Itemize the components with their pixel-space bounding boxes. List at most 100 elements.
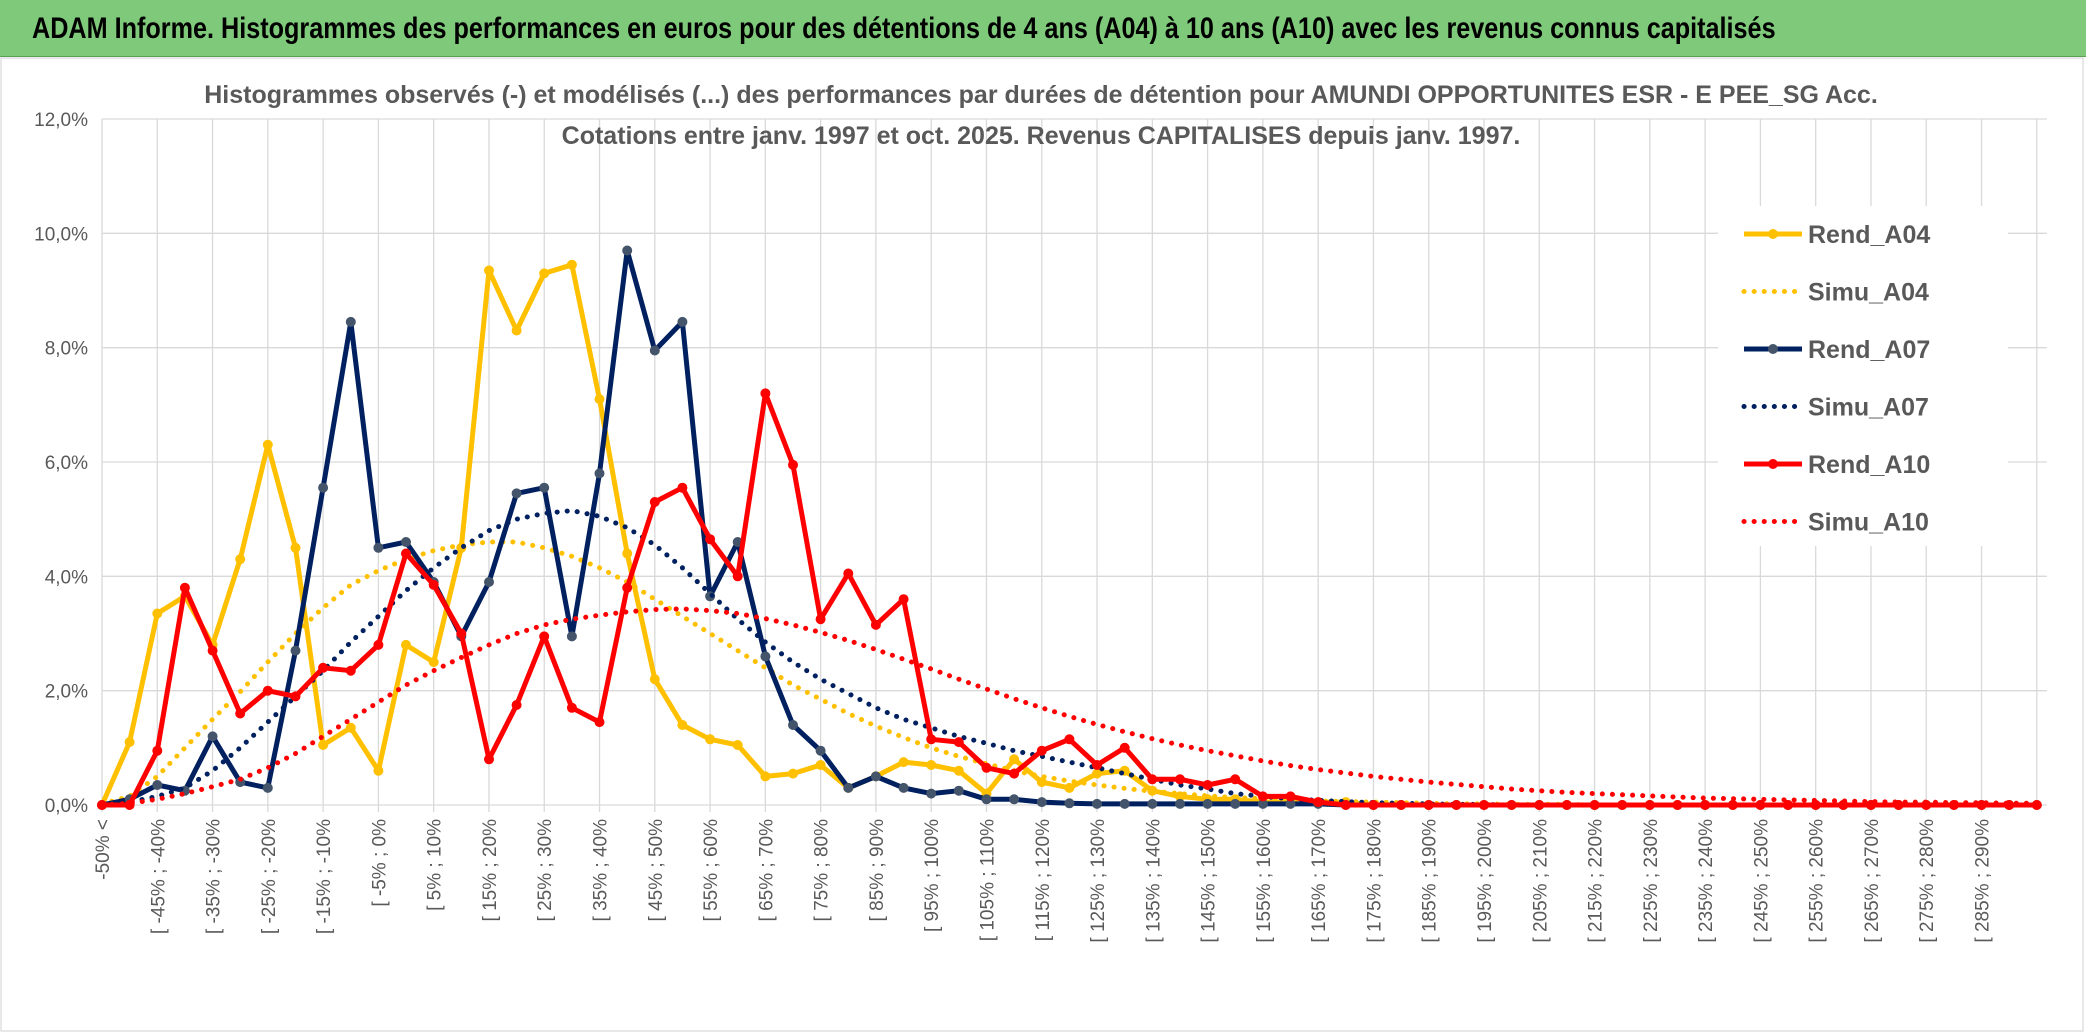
data-point	[566, 631, 577, 642]
chart-legend: Rend_A04 Simu_A04 Rend_A07 Simu_A07 Rend_A10…	[1718, 206, 2008, 546]
data-point	[511, 700, 522, 710]
data-point	[1119, 742, 1130, 753]
chart-series	[97, 245, 2042, 810]
data-point	[1202, 798, 1213, 809]
x-tick-label: -50% <	[93, 819, 114, 880]
x-axis: -50% < [ -45% ; -40% [ -35% ; -30% [ -25% ;…	[93, 805, 1994, 943]
chart-border	[0, 57, 2084, 1032]
x-tick-label: [ 35% ; 40%	[591, 819, 612, 922]
data-point	[207, 731, 218, 742]
x-tick-label: [ 105% ; 110%	[977, 819, 998, 941]
series-Rend_A10	[97, 388, 2042, 810]
data-point	[345, 665, 356, 676]
legend-marker	[1768, 459, 1778, 469]
data-point	[1561, 800, 1572, 810]
legend-item-Simu_A04: Simu_A04	[1741, 279, 1929, 307]
legend-label: Rend_A04	[1808, 221, 1930, 249]
chart-frame	[0, 57, 2084, 1032]
legend-marker	[1768, 344, 1778, 354]
data-point	[1036, 797, 1047, 808]
data-point	[705, 734, 716, 745]
series-line-Simu_A10	[99, 606, 2040, 808]
x-tick-label: [ 5% ; 10%	[425, 819, 446, 911]
legend-item-Rend_A07: Rend_A07	[1744, 336, 1930, 364]
data-point	[1230, 774, 1241, 785]
data-point	[622, 548, 633, 559]
legend-item-Simu_A07: Simu_A07	[1741, 394, 1929, 422]
data-point	[511, 488, 522, 499]
data-point	[1064, 782, 1075, 793]
data-point	[1092, 798, 1102, 809]
x-tick-label: [ 175% ; 180%	[1364, 819, 1385, 943]
data-point	[152, 608, 163, 619]
data-point	[981, 762, 992, 773]
legend-box	[1718, 206, 2008, 546]
data-point	[1506, 800, 1517, 810]
data-point	[290, 691, 301, 702]
y-tick-label: 2,0%	[45, 682, 88, 703]
data-point	[318, 740, 329, 750]
legend-item-Rend_A10: Rend_A10	[1744, 451, 1930, 479]
data-point	[1672, 800, 1683, 810]
data-point	[594, 468, 605, 479]
data-point	[1755, 800, 1766, 810]
data-point	[1340, 800, 1351, 810]
data-point	[788, 720, 798, 730]
x-tick-label: [ 235% ; 240%	[1696, 819, 1717, 943]
y-axis: 0,0% 2,0% 4,0% 6,0% 8,0% 10,0% 12,0%	[34, 110, 88, 817]
data-point	[566, 702, 577, 713]
x-tick-label: [ 125% ; 130%	[1088, 819, 1109, 943]
y-tick-label: 10,0%	[34, 224, 88, 245]
data-point	[898, 782, 909, 793]
x-tick-label: [ 285% ; 290%	[1973, 819, 1994, 943]
data-point	[345, 722, 356, 733]
x-tick-label: [ -5% ; 0%	[369, 819, 390, 907]
data-point	[705, 534, 716, 545]
x-tick-label: [ 165% ; 170%	[1309, 819, 1330, 943]
data-point	[539, 268, 550, 279]
data-point	[1119, 798, 1130, 809]
data-point	[1727, 800, 1738, 810]
data-point	[152, 780, 163, 790]
data-point	[953, 765, 964, 776]
data-point	[484, 577, 494, 587]
data-point	[1257, 791, 1268, 802]
series-line-Simu_A04	[99, 539, 2040, 808]
data-point	[318, 662, 329, 673]
data-point	[1009, 794, 1020, 805]
data-point	[373, 639, 384, 650]
data-point	[870, 771, 881, 782]
series-Simu_A07	[99, 508, 2040, 808]
y-tick-label: 0,0%	[45, 796, 88, 817]
data-point	[760, 771, 771, 782]
data-point	[926, 760, 937, 770]
x-tick-label: [ 145% ; 150%	[1199, 819, 1220, 943]
x-tick-label: [ 275% ; 280%	[1917, 819, 1938, 943]
data-point	[290, 645, 301, 656]
data-point	[262, 782, 273, 793]
data-point	[622, 245, 633, 256]
data-point	[539, 482, 550, 493]
data-point	[511, 325, 522, 336]
data-point	[898, 594, 909, 605]
performance-histogram-chart: 0,0% 2,0% 4,0% 6,0% 8,0% 10,0% 12,0% -50% < [ -…	[0, 57, 2084, 1032]
data-point	[566, 259, 577, 270]
data-point	[235, 708, 246, 719]
x-tick-label: [ 115% ; 120%	[1033, 819, 1054, 941]
data-point	[788, 459, 798, 470]
x-tick-label: [ 265% ; 270%	[1862, 819, 1883, 943]
data-point	[207, 645, 218, 656]
data-point	[1230, 798, 1241, 809]
data-point	[1423, 800, 1434, 810]
x-tick-label: [ 25% ; 30%	[535, 819, 556, 922]
data-point	[981, 794, 992, 805]
x-tick-label: [ 255% ; 260%	[1807, 819, 1828, 943]
data-point	[1092, 760, 1102, 770]
data-point	[1175, 798, 1185, 809]
x-tick-label: [ 245% ; 250%	[1751, 819, 1772, 943]
x-tick-label: [ 225% ; 230%	[1641, 819, 1662, 943]
data-point	[760, 651, 771, 662]
data-point	[428, 579, 439, 590]
data-point	[788, 768, 798, 779]
data-point	[953, 737, 964, 748]
